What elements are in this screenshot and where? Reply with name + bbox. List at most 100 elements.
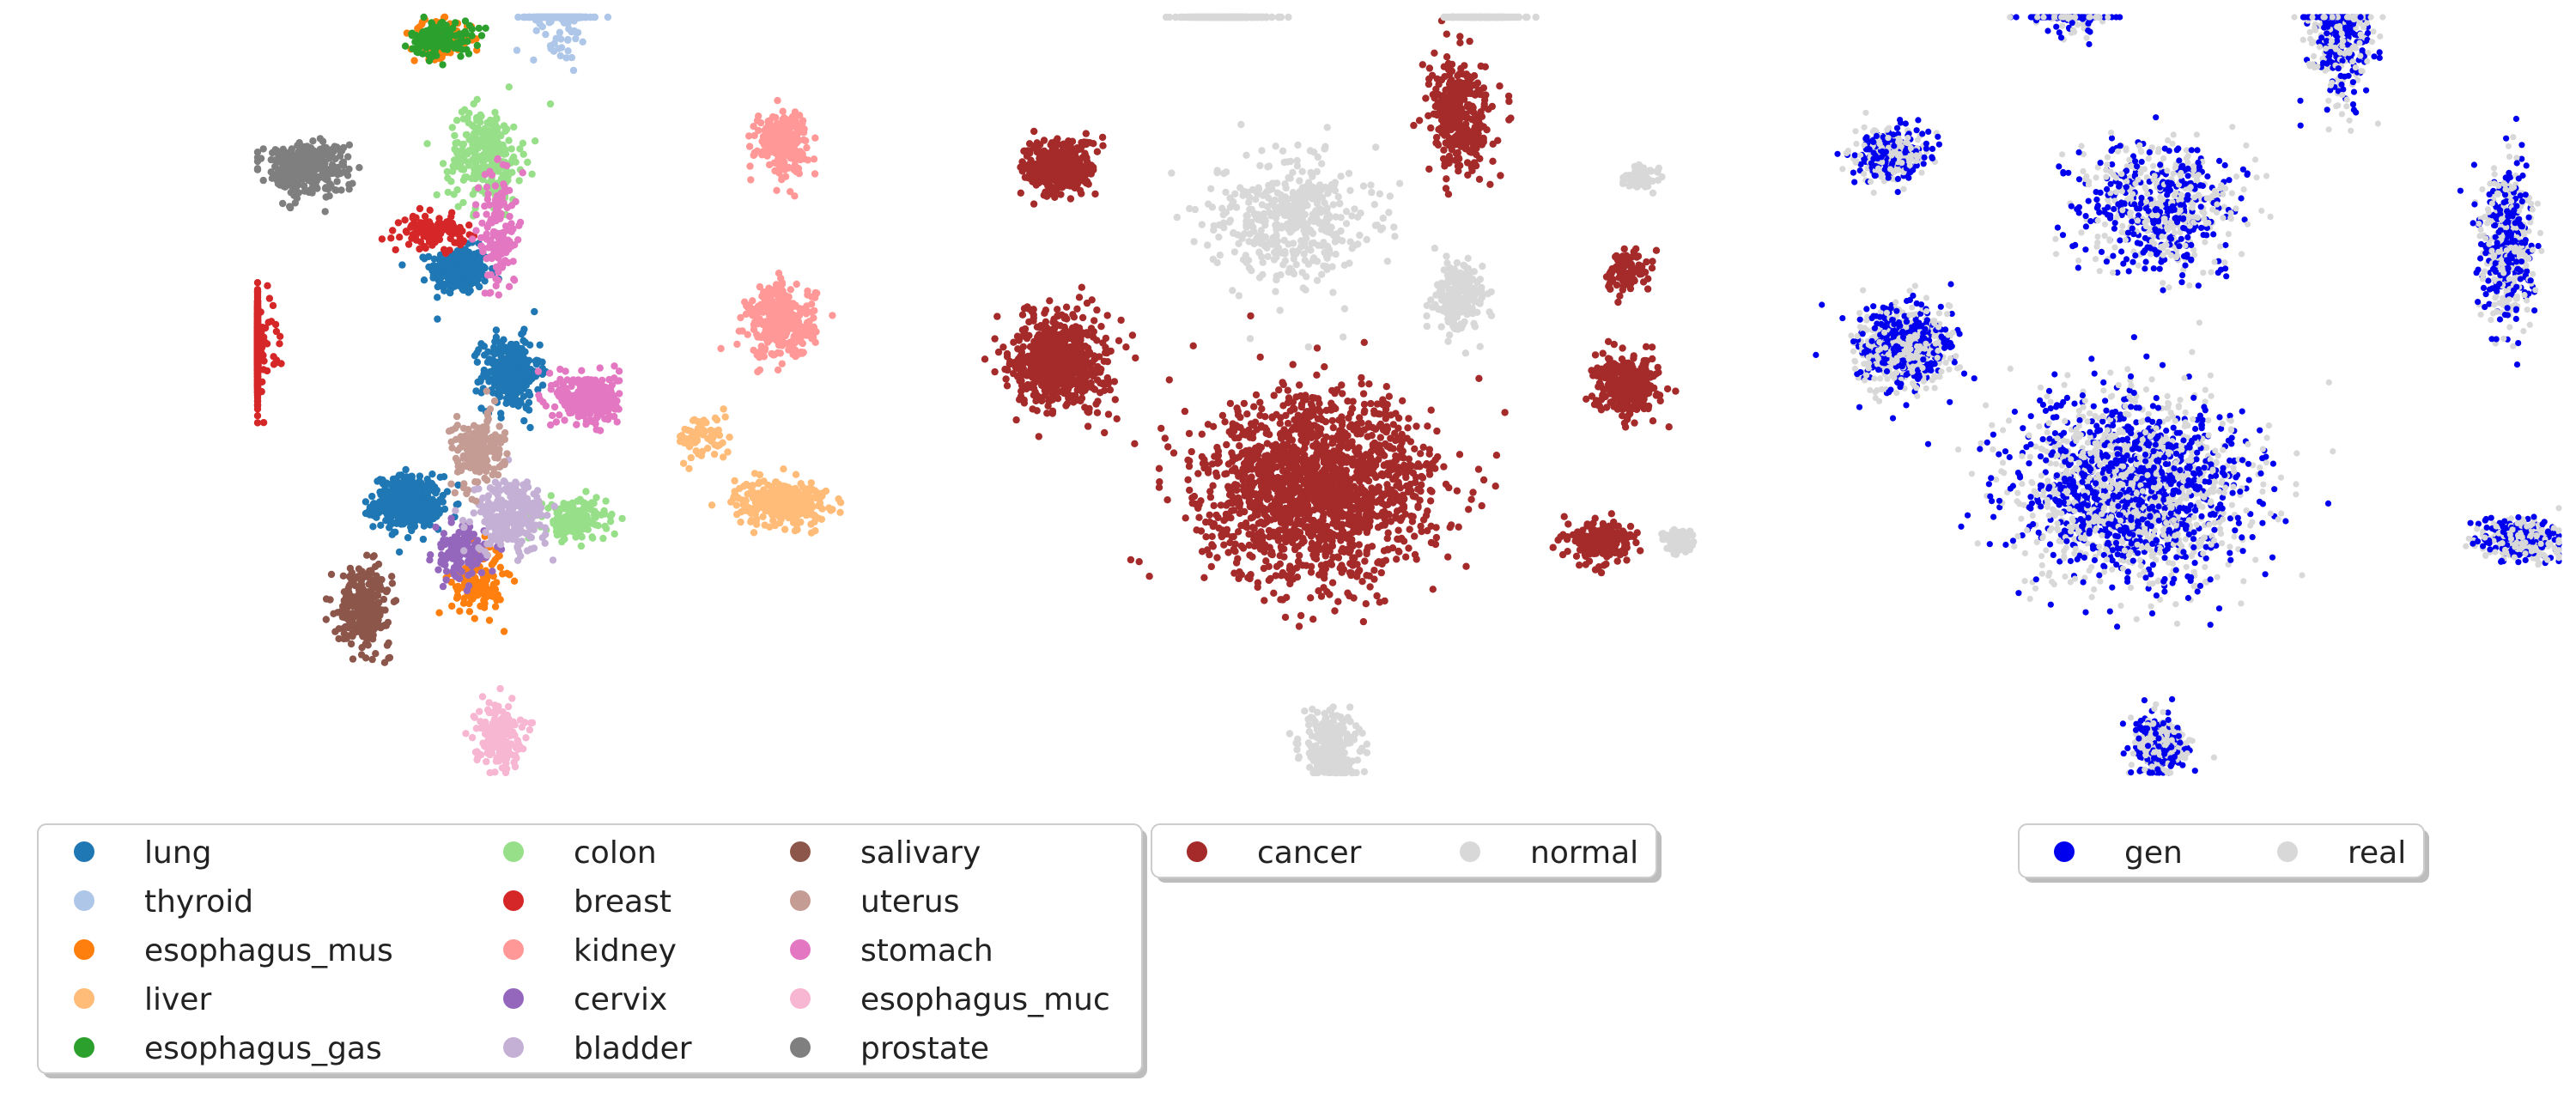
point-salivary — [345, 573, 354, 580]
point-stomach — [568, 382, 575, 391]
point-uterus — [481, 474, 489, 483]
point-esophagus_mus — [484, 586, 493, 594]
point-salivary — [374, 560, 383, 568]
point-cervix — [477, 568, 486, 577]
point-thyroid — [579, 13, 586, 21]
point-kidney — [782, 300, 791, 307]
point-kidney — [793, 327, 801, 335]
point-breast — [253, 320, 262, 329]
point-kidney — [768, 349, 775, 358]
point-kidney — [793, 280, 800, 288]
point-breast — [253, 279, 262, 287]
point-kidney — [776, 349, 784, 357]
point-uterus — [477, 458, 485, 466]
point-lung — [440, 473, 448, 481]
point-kidney — [811, 134, 819, 142]
point-uterus — [501, 435, 509, 443]
point-bladder — [479, 504, 488, 513]
point-breast — [253, 412, 262, 420]
point-colon — [516, 145, 524, 153]
point-salivary — [349, 655, 357, 663]
point-kidney — [756, 354, 763, 361]
point-esophagus_mus — [500, 628, 508, 635]
point-kidney — [789, 301, 797, 309]
point-colon — [504, 173, 512, 180]
point-colon — [553, 531, 562, 539]
point-breast — [261, 338, 269, 346]
point-kidney — [754, 367, 762, 376]
point-bladder — [460, 547, 468, 555]
point-kidney — [717, 344, 725, 353]
point-liver — [692, 447, 700, 455]
point-stomach — [573, 421, 580, 428]
point-uterus — [472, 497, 480, 505]
point-colon — [455, 148, 463, 155]
point-salivary — [374, 576, 381, 585]
point-stomach — [549, 411, 556, 420]
point-salivary — [388, 580, 397, 587]
panel-tissue — [253, 13, 845, 777]
point-colon — [528, 170, 536, 178]
point-lung — [361, 509, 370, 518]
point-lung — [507, 343, 515, 350]
point-kidney — [757, 302, 765, 311]
point-kidney — [792, 117, 799, 124]
point-esophagus_gas — [477, 32, 486, 39]
point-esophagus_mus — [456, 607, 464, 615]
point-colon — [433, 191, 440, 199]
point-uterus — [482, 434, 490, 443]
point-kidney — [757, 343, 765, 350]
point-lung — [496, 350, 504, 358]
point-bladder — [513, 556, 522, 564]
point-lung — [517, 397, 525, 405]
point-thyroid — [568, 53, 576, 62]
point-kidney — [779, 312, 787, 319]
point-thyroid — [556, 28, 564, 36]
point-bladder — [500, 511, 508, 519]
point-liver — [762, 504, 769, 512]
point-colon — [568, 515, 576, 524]
point-breast — [276, 340, 283, 348]
point-stomach — [534, 367, 543, 375]
point-lung — [401, 519, 409, 526]
point-liver — [720, 405, 727, 413]
point-esophagus_gas — [475, 24, 483, 33]
point-lung — [531, 307, 538, 316]
point-lung — [442, 256, 450, 264]
point-lung — [395, 548, 404, 556]
point-salivary — [352, 603, 360, 611]
point-kidney — [758, 292, 766, 301]
point-stomach — [556, 411, 563, 419]
point-stomach — [593, 412, 601, 420]
point-cervix — [439, 582, 447, 591]
point-esophagus_mus — [493, 596, 501, 604]
point-liver — [697, 452, 706, 459]
point-lung — [465, 288, 472, 296]
point-liver — [809, 487, 817, 495]
point-lung — [428, 471, 436, 478]
point-thyroid — [552, 34, 560, 42]
point-lung — [393, 495, 401, 502]
point-salivary — [343, 591, 351, 598]
point-kidney — [792, 352, 799, 361]
point-liver — [792, 471, 800, 478]
point-liver — [732, 501, 740, 509]
point-kidney — [810, 155, 818, 163]
point-liver — [696, 428, 704, 435]
point-liver — [815, 501, 823, 509]
point-colon — [505, 83, 513, 91]
point-stomach — [601, 394, 610, 403]
point-colon — [463, 131, 471, 139]
point-lung — [505, 357, 513, 365]
point-lung — [501, 373, 509, 381]
point-salivary — [383, 586, 392, 594]
point-lung — [519, 337, 527, 344]
point-liver — [791, 513, 799, 521]
point-lung — [518, 344, 526, 353]
point-bladder — [504, 519, 513, 527]
point-colon — [443, 167, 451, 176]
point-colon — [444, 188, 452, 197]
point-colon — [562, 523, 569, 531]
point-uterus — [459, 424, 468, 433]
point-bladder — [459, 517, 467, 525]
